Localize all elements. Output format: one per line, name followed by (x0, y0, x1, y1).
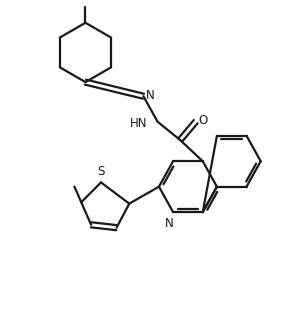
Text: S: S (97, 165, 105, 178)
Text: N: N (146, 89, 155, 102)
Text: O: O (198, 114, 207, 127)
Text: N: N (165, 217, 174, 230)
Text: HN: HN (130, 117, 148, 130)
